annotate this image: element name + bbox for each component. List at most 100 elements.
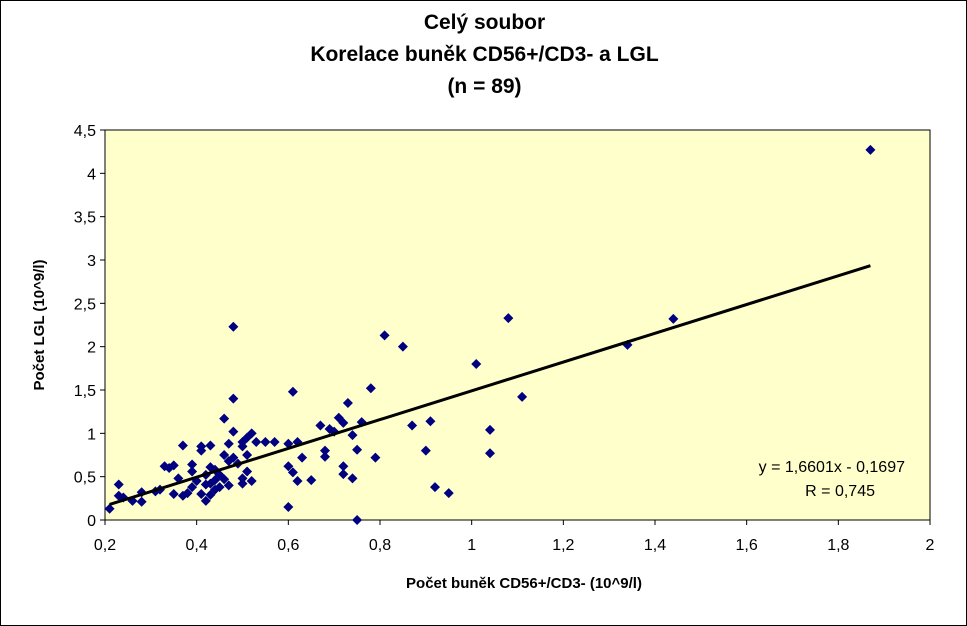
data-point bbox=[370, 452, 381, 463]
data-point bbox=[168, 460, 179, 471]
data-point bbox=[352, 515, 363, 525]
y-tick-label: 0,5 bbox=[74, 470, 96, 487]
y-tick-label: 2,5 bbox=[74, 296, 96, 313]
data-point bbox=[242, 466, 253, 477]
x-tick-label: 1,4 bbox=[644, 537, 666, 554]
data-point bbox=[397, 341, 408, 352]
x-axis-label: Počet buněk CD56+/CD3- (10^9/l) bbox=[406, 575, 642, 592]
data-point bbox=[430, 482, 440, 493]
x-axis: 0,2 0,4 0,6 0,8 1 1,2 1,4 1,6 1,8 2 bbox=[94, 520, 935, 554]
data-point bbox=[471, 359, 482, 369]
data-point bbox=[287, 467, 298, 478]
data-point bbox=[283, 461, 294, 472]
data-point bbox=[485, 424, 495, 435]
regression-equation: y = 1,6601x - 0,1697 bbox=[759, 459, 905, 476]
x-tick-label: 0,6 bbox=[277, 537, 299, 554]
x-tick-label: 1,8 bbox=[827, 537, 849, 554]
data-point bbox=[223, 438, 234, 449]
data-point bbox=[187, 459, 198, 470]
data-point bbox=[283, 502, 294, 512]
data-point bbox=[297, 452, 308, 463]
data-point bbox=[187, 482, 198, 493]
data-point bbox=[338, 469, 349, 480]
data-point bbox=[668, 313, 679, 324]
data-point bbox=[168, 489, 179, 499]
x-tick-label: 1,6 bbox=[736, 537, 758, 554]
data-point bbox=[113, 479, 124, 490]
data-point bbox=[269, 437, 280, 447]
y-axis-label: Počet LGL (10^9/l) bbox=[31, 259, 48, 390]
data-point bbox=[347, 473, 358, 484]
data-point bbox=[219, 474, 230, 485]
data-point bbox=[219, 413, 230, 424]
data-point bbox=[420, 445, 431, 456]
data-point bbox=[865, 144, 876, 155]
y-tick-label: 4 bbox=[87, 166, 96, 183]
data-point bbox=[228, 393, 239, 404]
data-point bbox=[320, 451, 330, 462]
data-point bbox=[177, 440, 188, 451]
correlation-coefficient: R = 0,745 bbox=[805, 483, 875, 500]
data-point bbox=[246, 428, 257, 439]
data-point bbox=[338, 417, 349, 428]
data-point bbox=[223, 480, 234, 491]
data-point bbox=[228, 452, 239, 463]
data-point bbox=[219, 450, 230, 460]
data-point bbox=[196, 489, 207, 499]
data-point bbox=[246, 476, 257, 486]
data-point bbox=[104, 503, 115, 514]
data-point bbox=[287, 386, 298, 397]
data-point bbox=[347, 430, 358, 441]
data-point bbox=[187, 466, 198, 477]
data-point bbox=[338, 461, 349, 472]
data-point bbox=[214, 482, 225, 493]
data-point bbox=[196, 445, 207, 456]
y-axis: 0 0,5 1 1,5 2 2,5 3 3,5 4 4,5 bbox=[74, 123, 105, 530]
x-tick-label: 0,2 bbox=[94, 537, 116, 554]
chart-title-line-1: Celý soubor bbox=[423, 11, 546, 34]
data-point bbox=[237, 441, 248, 452]
x-tick-label: 1,2 bbox=[552, 537, 574, 554]
y-tick-label: 3 bbox=[87, 253, 96, 270]
data-point bbox=[200, 495, 211, 506]
y-tick-label: 3,5 bbox=[74, 210, 96, 227]
data-point bbox=[365, 383, 376, 394]
y-tick-label: 1,5 bbox=[74, 383, 96, 400]
y-tick-label: 0 bbox=[87, 513, 96, 530]
data-point bbox=[503, 313, 514, 324]
data-point bbox=[342, 398, 353, 408]
data-point bbox=[306, 475, 317, 486]
x-tick-label: 0,4 bbox=[186, 537, 208, 554]
data-point bbox=[136, 496, 147, 507]
data-point bbox=[425, 416, 436, 427]
x-tick-label: 0,8 bbox=[369, 537, 391, 554]
trend-line bbox=[109, 264, 871, 506]
data-point bbox=[260, 437, 271, 447]
data-points bbox=[104, 144, 876, 525]
data-point bbox=[251, 437, 262, 447]
y-tick-label: 1 bbox=[87, 426, 96, 443]
chart-title-line-2: Korelace buněk CD56+/CD3- a LGL bbox=[310, 43, 659, 66]
data-point bbox=[407, 420, 418, 431]
data-point bbox=[517, 391, 528, 402]
x-tick-label: 1 bbox=[467, 537, 476, 554]
data-point bbox=[443, 488, 454, 499]
data-point bbox=[205, 440, 216, 451]
data-point bbox=[292, 476, 303, 486]
chart-title-line-3: (n = 89) bbox=[447, 75, 522, 98]
data-point bbox=[182, 488, 193, 499]
data-point bbox=[315, 420, 326, 431]
y-tick-label: 4,5 bbox=[74, 123, 96, 140]
data-point bbox=[485, 448, 495, 459]
data-point bbox=[320, 445, 330, 456]
data-point bbox=[352, 444, 363, 455]
data-point bbox=[237, 473, 248, 484]
data-point bbox=[228, 426, 239, 437]
data-point bbox=[379, 330, 390, 341]
x-tick-label: 2 bbox=[926, 537, 935, 554]
data-point bbox=[242, 450, 253, 460]
y-tick-label: 2 bbox=[87, 340, 96, 357]
data-point bbox=[228, 321, 239, 332]
data-point bbox=[237, 478, 248, 489]
